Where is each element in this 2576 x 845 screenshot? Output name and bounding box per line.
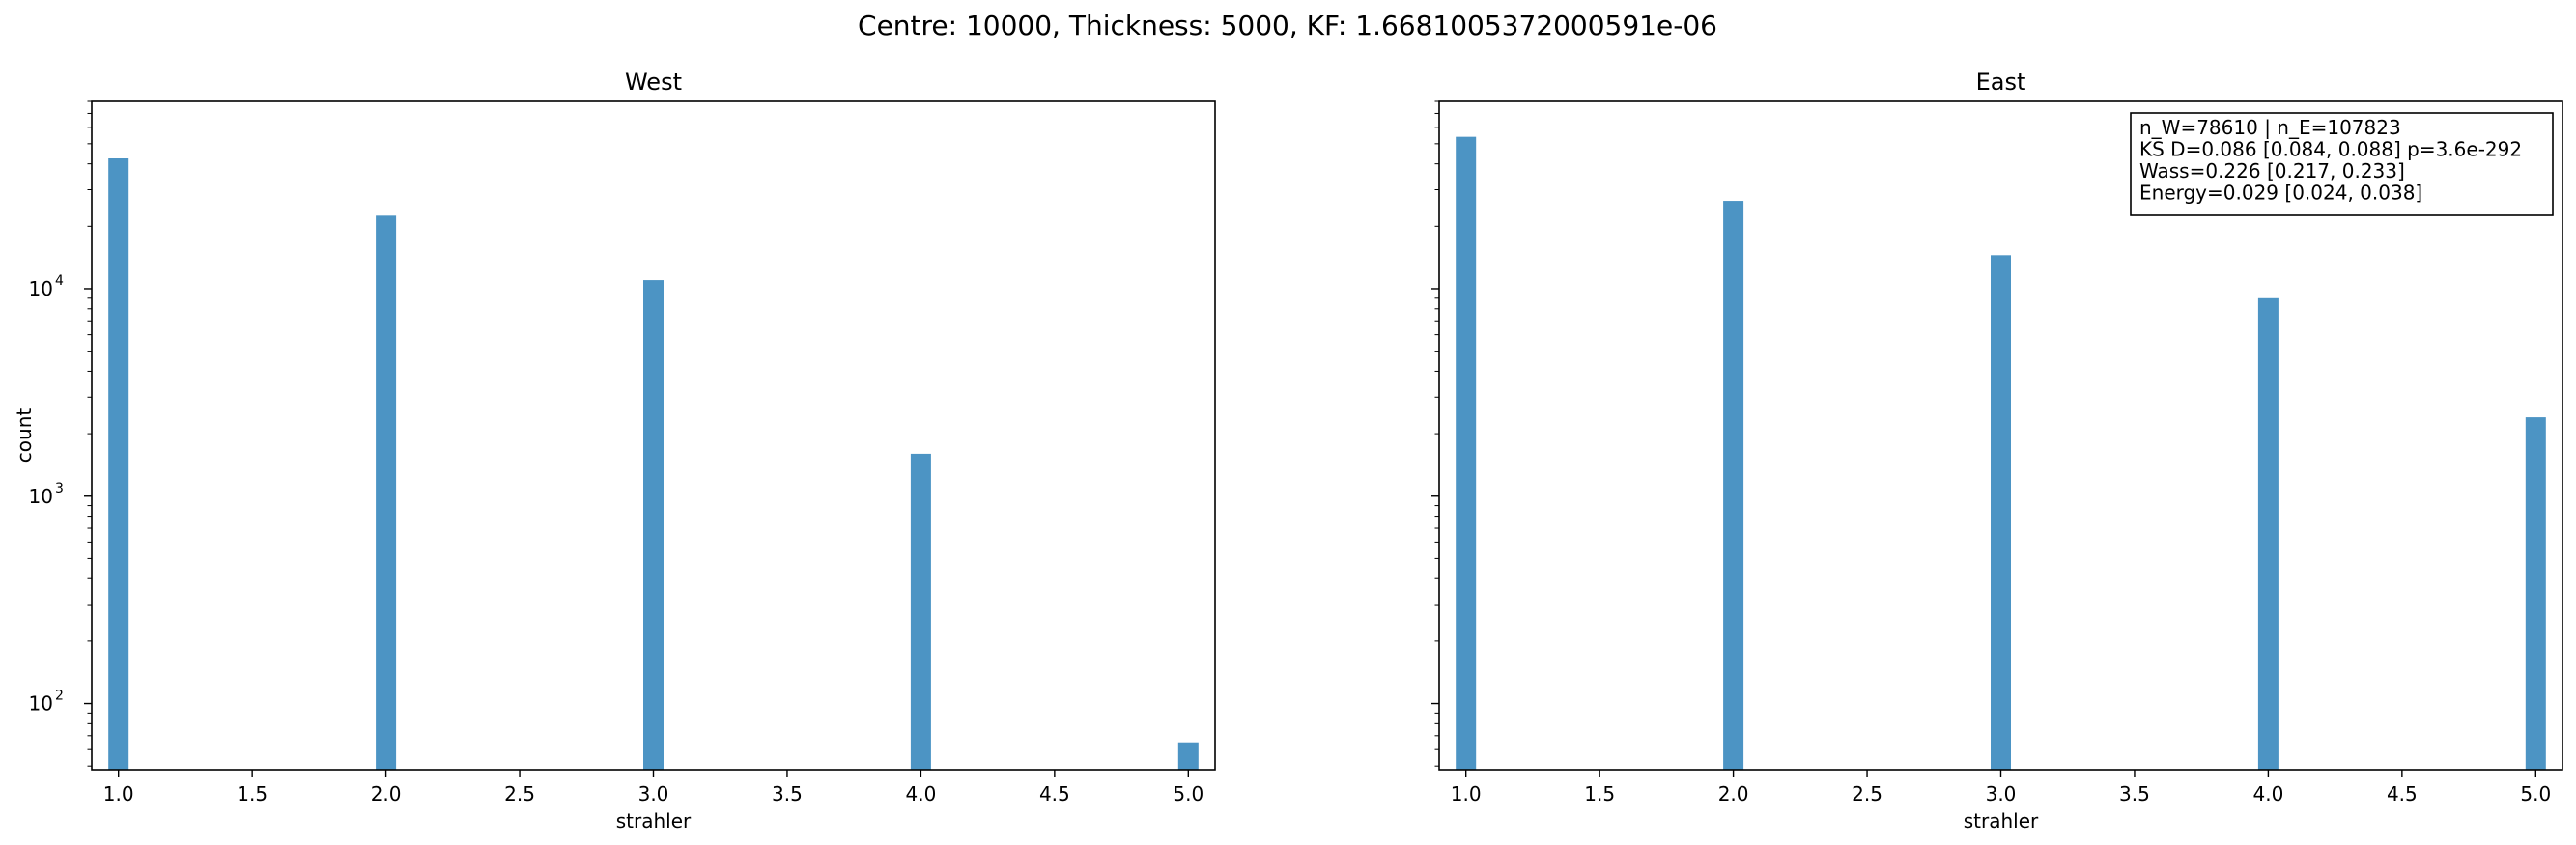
west-bar-2 bbox=[376, 215, 397, 771]
west-x-axis-label: strahler bbox=[616, 809, 692, 832]
east-panel-title: East bbox=[1976, 69, 2026, 96]
figure-suptitle: Centre: 10000, Thickness: 5000, KF: 1.66… bbox=[858, 10, 1717, 42]
east-x-tick-label: 2.0 bbox=[1718, 782, 1749, 805]
west-bar-3 bbox=[643, 280, 664, 770]
west-x-tick-label: 1.5 bbox=[237, 782, 268, 805]
east-stats-line: n_W=78610 | n_E=107823 bbox=[2139, 116, 2401, 139]
east-stats-line: Wass=0.226 [0.217, 0.233] bbox=[2139, 159, 2405, 183]
west-x-tick-label: 4.5 bbox=[1039, 782, 1070, 805]
east-x-tick-label: 1.0 bbox=[1451, 782, 1482, 805]
east-bar-4 bbox=[2257, 297, 2279, 770]
west-y-tick-label: 10 bbox=[29, 692, 53, 716]
east-x-tick-label: 4.5 bbox=[2387, 782, 2418, 805]
west-x-tick-label: 5.0 bbox=[1173, 782, 1203, 805]
east-x-axis-label: strahler bbox=[1964, 809, 2039, 832]
west-panel-title: West bbox=[625, 69, 682, 96]
west-x-tick-label: 1.0 bbox=[103, 782, 134, 805]
west-y-tick-exponent: 3 bbox=[55, 481, 64, 496]
west-y-tick-exponent: 4 bbox=[55, 273, 64, 289]
west-x-tick-label: 2.0 bbox=[371, 782, 402, 805]
east-bar-3 bbox=[1991, 255, 2011, 770]
west-x-tick-label: 2.5 bbox=[504, 782, 535, 805]
east-x-tick-label: 2.5 bbox=[1852, 782, 1882, 805]
east-panel: 1.0 1.5 2.0 2.5 3.0 3.5 4.0 4.5 5.0 East strahler n… bbox=[1431, 69, 2563, 832]
east-stats-line: KS D=0.086 [0.084, 0.088] p=3.6e-292 bbox=[2139, 138, 2522, 161]
west-y-axis-label: count bbox=[13, 408, 36, 464]
east-x-tick-label: 1.5 bbox=[1584, 782, 1615, 805]
east-bar-5 bbox=[2525, 417, 2546, 770]
east-x-tick-label: 4.0 bbox=[2252, 782, 2283, 805]
west-x-tick-label: 4.0 bbox=[905, 782, 936, 805]
west-bar-1 bbox=[108, 158, 129, 771]
west-x-tick-label: 3.0 bbox=[638, 782, 669, 805]
east-x-tick-label: 3.0 bbox=[1986, 782, 2017, 805]
west-x-tick-label: 3.5 bbox=[772, 782, 803, 805]
east-x-tick-label: 3.5 bbox=[2119, 782, 2150, 805]
west-bar-5 bbox=[1177, 742, 1199, 770]
east-bar-1 bbox=[1456, 136, 1477, 771]
west-bar-4 bbox=[910, 453, 931, 770]
west-y-tick-label: 10 bbox=[29, 277, 53, 300]
east-stats-box bbox=[2130, 112, 2554, 216]
west-y-tick-exponent: 2 bbox=[55, 689, 64, 704]
east-bar-2 bbox=[1723, 201, 1744, 770]
east-x-tick-label: 5.0 bbox=[2520, 782, 2551, 805]
east-stats-line: Energy=0.029 [0.024, 0.038] bbox=[2139, 182, 2422, 205]
west-y-tick-label: 10 bbox=[29, 485, 53, 508]
